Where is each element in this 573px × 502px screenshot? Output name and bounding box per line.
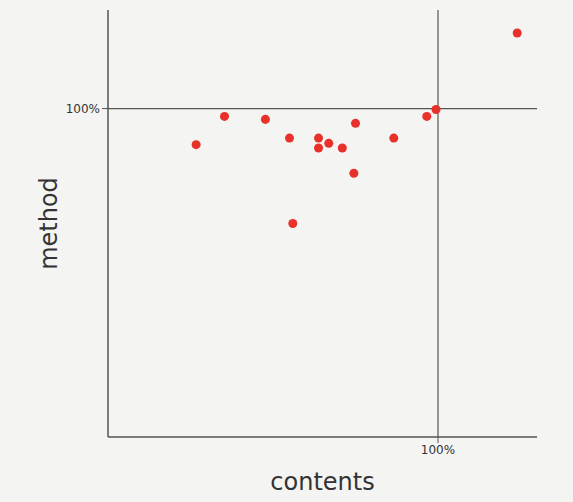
svg-text:100%: 100% xyxy=(421,443,455,457)
svg-text:100%: 100% xyxy=(66,102,100,116)
svg-text:contents: contents xyxy=(270,468,374,496)
svg-text:method: method xyxy=(35,177,63,270)
